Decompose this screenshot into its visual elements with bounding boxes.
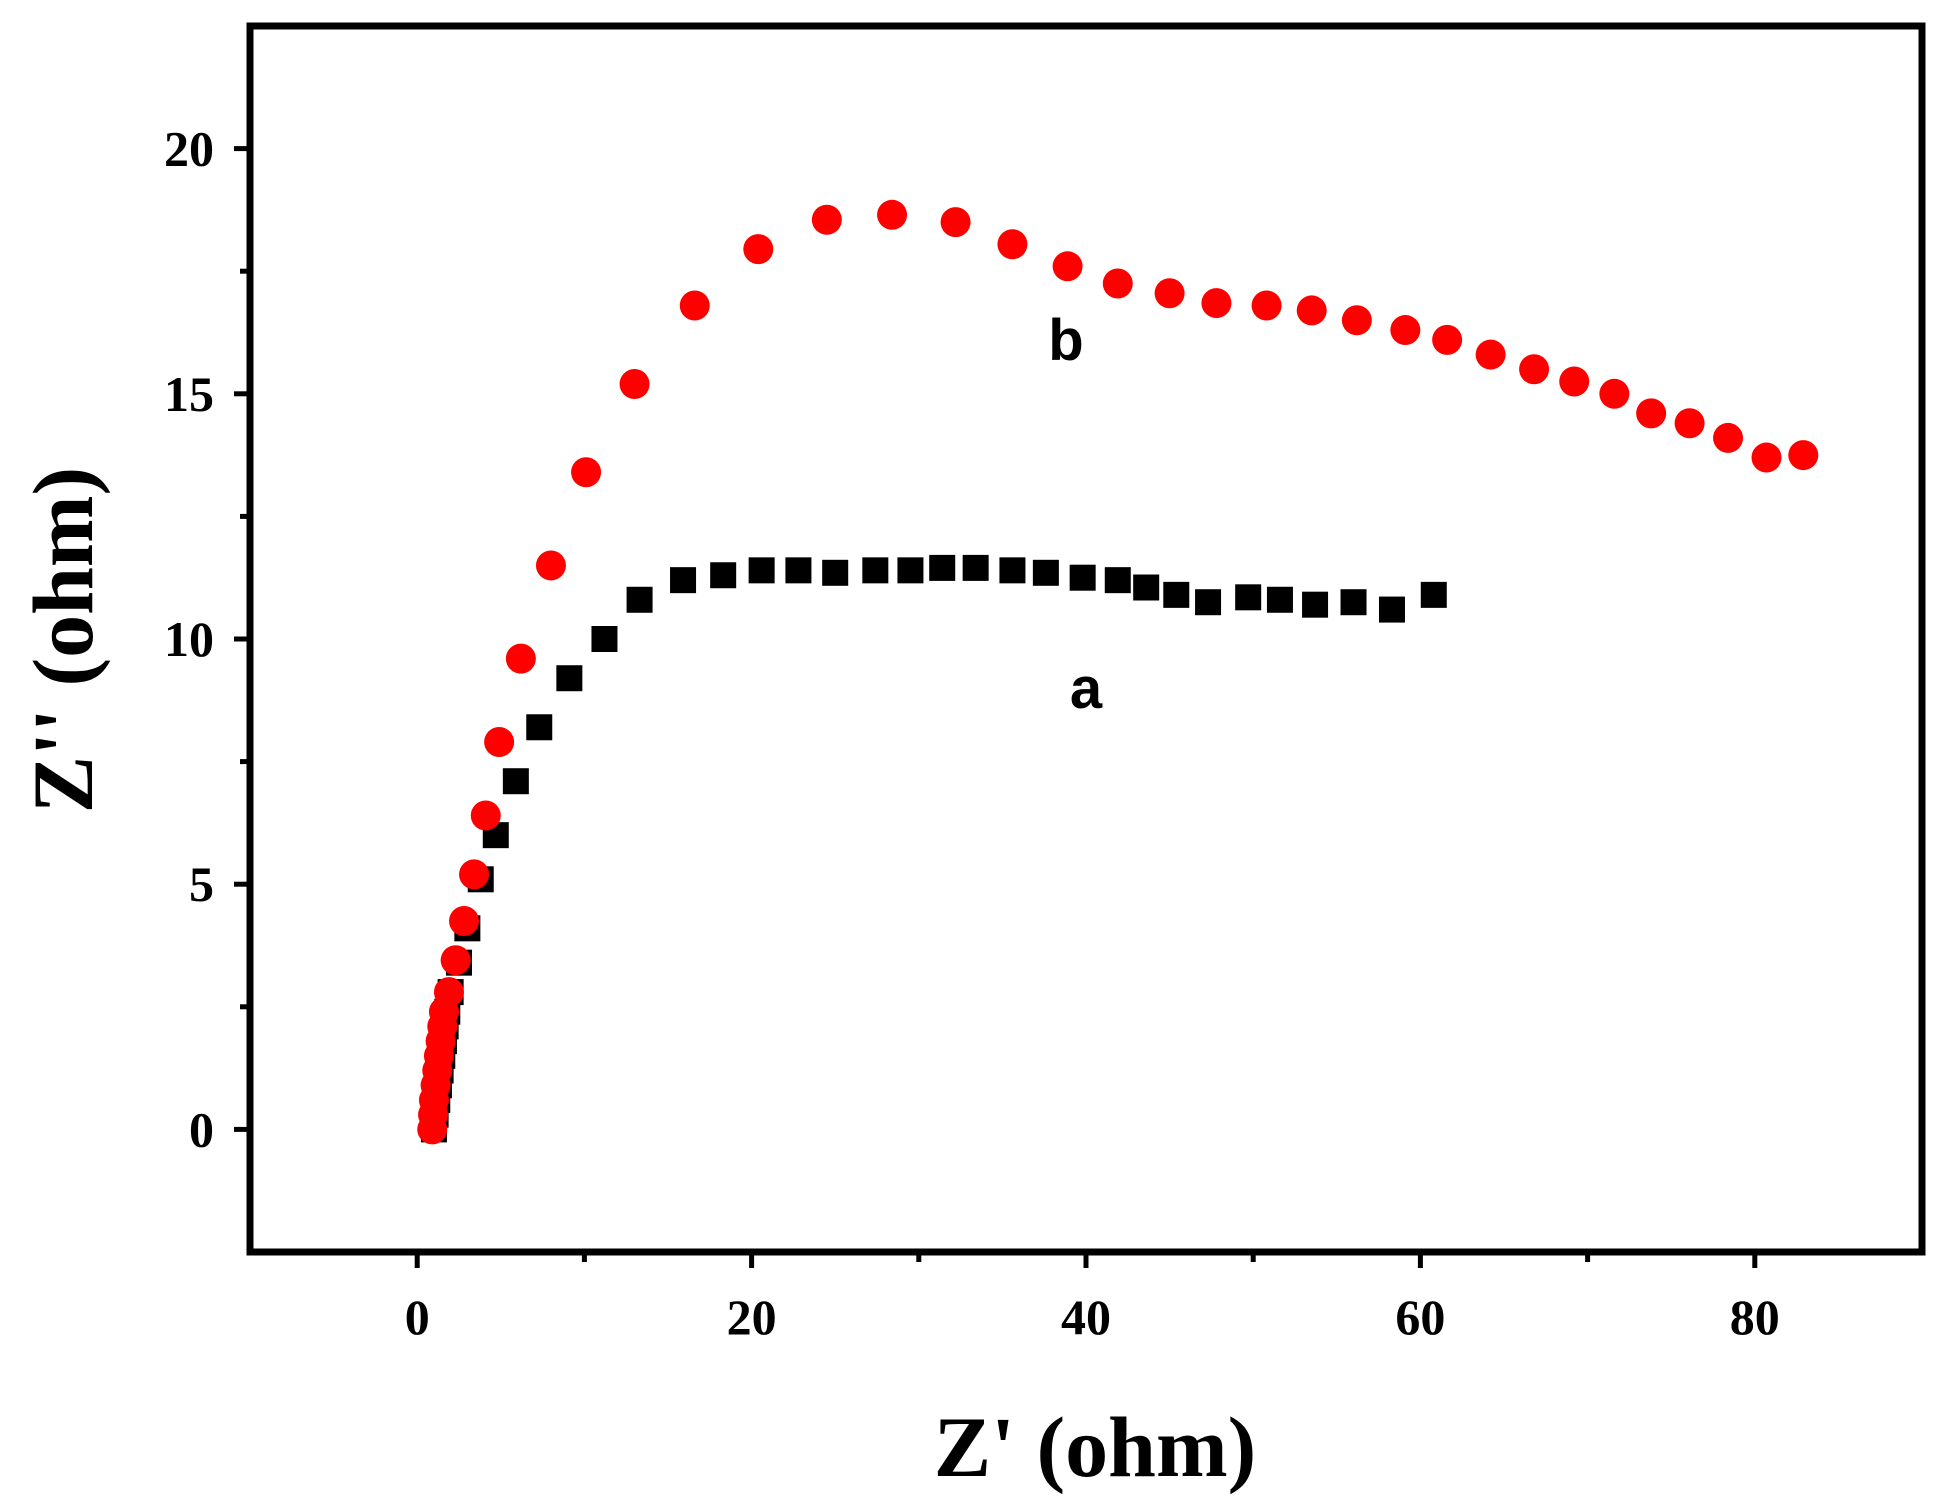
data-point-a (862, 557, 889, 584)
x-tick-label: 60 (1395, 1289, 1445, 1345)
x-tick-label: 0 (405, 1289, 430, 1345)
data-point-b (877, 199, 908, 230)
axis-tick-labels: 0 20 40 60 80 0 5 10 15 20 (164, 121, 1780, 1345)
data-point-a (556, 665, 583, 692)
data-point-a (1133, 574, 1160, 601)
y-tick-label: 0 (189, 1101, 214, 1157)
data-point-b (571, 457, 602, 488)
x-axis-title: Z' (ohm) (934, 1399, 1257, 1495)
data-point-b (1788, 440, 1819, 471)
data-point-a (1420, 581, 1447, 608)
data-point-b (743, 234, 774, 265)
data-point-a (1235, 584, 1262, 611)
data-point-a (1266, 586, 1293, 613)
data-point-a (999, 557, 1026, 584)
data-point-b (1432, 324, 1463, 355)
data-point-b (470, 800, 501, 831)
data-point-a (1104, 567, 1131, 594)
data-point-b (1636, 398, 1667, 429)
data-point-b (440, 945, 471, 976)
data-point-a (1302, 591, 1329, 618)
data-point-b (1674, 408, 1705, 439)
series-label-b: b (1048, 308, 1083, 373)
data-point-a (748, 557, 775, 584)
data-point-b (997, 229, 1028, 260)
data-point-b (1475, 339, 1506, 370)
data-point-b (1052, 251, 1083, 282)
series-b (417, 199, 1819, 1145)
x-tick-label: 20 (727, 1289, 777, 1345)
data-point-b (1599, 378, 1630, 409)
y-tick-label: 5 (189, 856, 214, 912)
data-point-a (962, 554, 989, 581)
data-point-b (1519, 354, 1550, 385)
x-tick-label: 40 (1061, 1289, 1111, 1345)
data-point-b (940, 207, 971, 238)
data-point-b (535, 550, 566, 581)
axis-ticks (234, 146, 1758, 1268)
data-point-b (1296, 295, 1327, 326)
data-point-a (626, 586, 653, 613)
data-point-a (897, 557, 924, 584)
data-point-a (670, 567, 697, 594)
data-point-a (822, 559, 849, 586)
y-axis-title: Z'' (ohm) (15, 467, 111, 813)
data-point-b (1390, 315, 1421, 346)
data-point-a (1378, 596, 1405, 623)
data-point-b (459, 859, 490, 890)
data-point-b (1251, 290, 1282, 321)
y-tick-label: 20 (164, 121, 214, 177)
data-point-a (1163, 581, 1190, 608)
data-point-a (502, 768, 529, 795)
data-point-b (1154, 278, 1185, 309)
data-point-b (505, 643, 536, 674)
data-point-b (1713, 422, 1744, 453)
data-point-a (785, 557, 812, 584)
data-point-b (619, 368, 650, 399)
data-point-a (1195, 589, 1222, 616)
y-tick-label: 10 (164, 611, 214, 667)
data-point-a (591, 626, 618, 652)
data-point-b (1201, 288, 1232, 319)
series-a (420, 554, 1447, 1143)
data-point-a (929, 554, 956, 581)
data-point-b (679, 290, 710, 321)
data-point-b (449, 905, 480, 936)
data-point-b (484, 726, 515, 757)
series-label-a: a (1070, 656, 1103, 721)
data-point-a (1032, 559, 1059, 586)
y-tick-label: 15 (164, 366, 214, 422)
data-point-b (1341, 305, 1372, 336)
plot-frame (246, 22, 1926, 1256)
data-point-b (433, 977, 464, 1008)
data-point-a (1340, 589, 1367, 616)
data-point-a (1069, 564, 1096, 591)
data-point-a (526, 714, 553, 741)
data-point-b (1559, 366, 1590, 397)
data-point-b (811, 204, 842, 235)
data-point-b (1751, 442, 1782, 473)
data-point-b (1102, 268, 1133, 299)
data-point-a (710, 562, 737, 589)
x-tick-label: 80 (1730, 1289, 1780, 1345)
